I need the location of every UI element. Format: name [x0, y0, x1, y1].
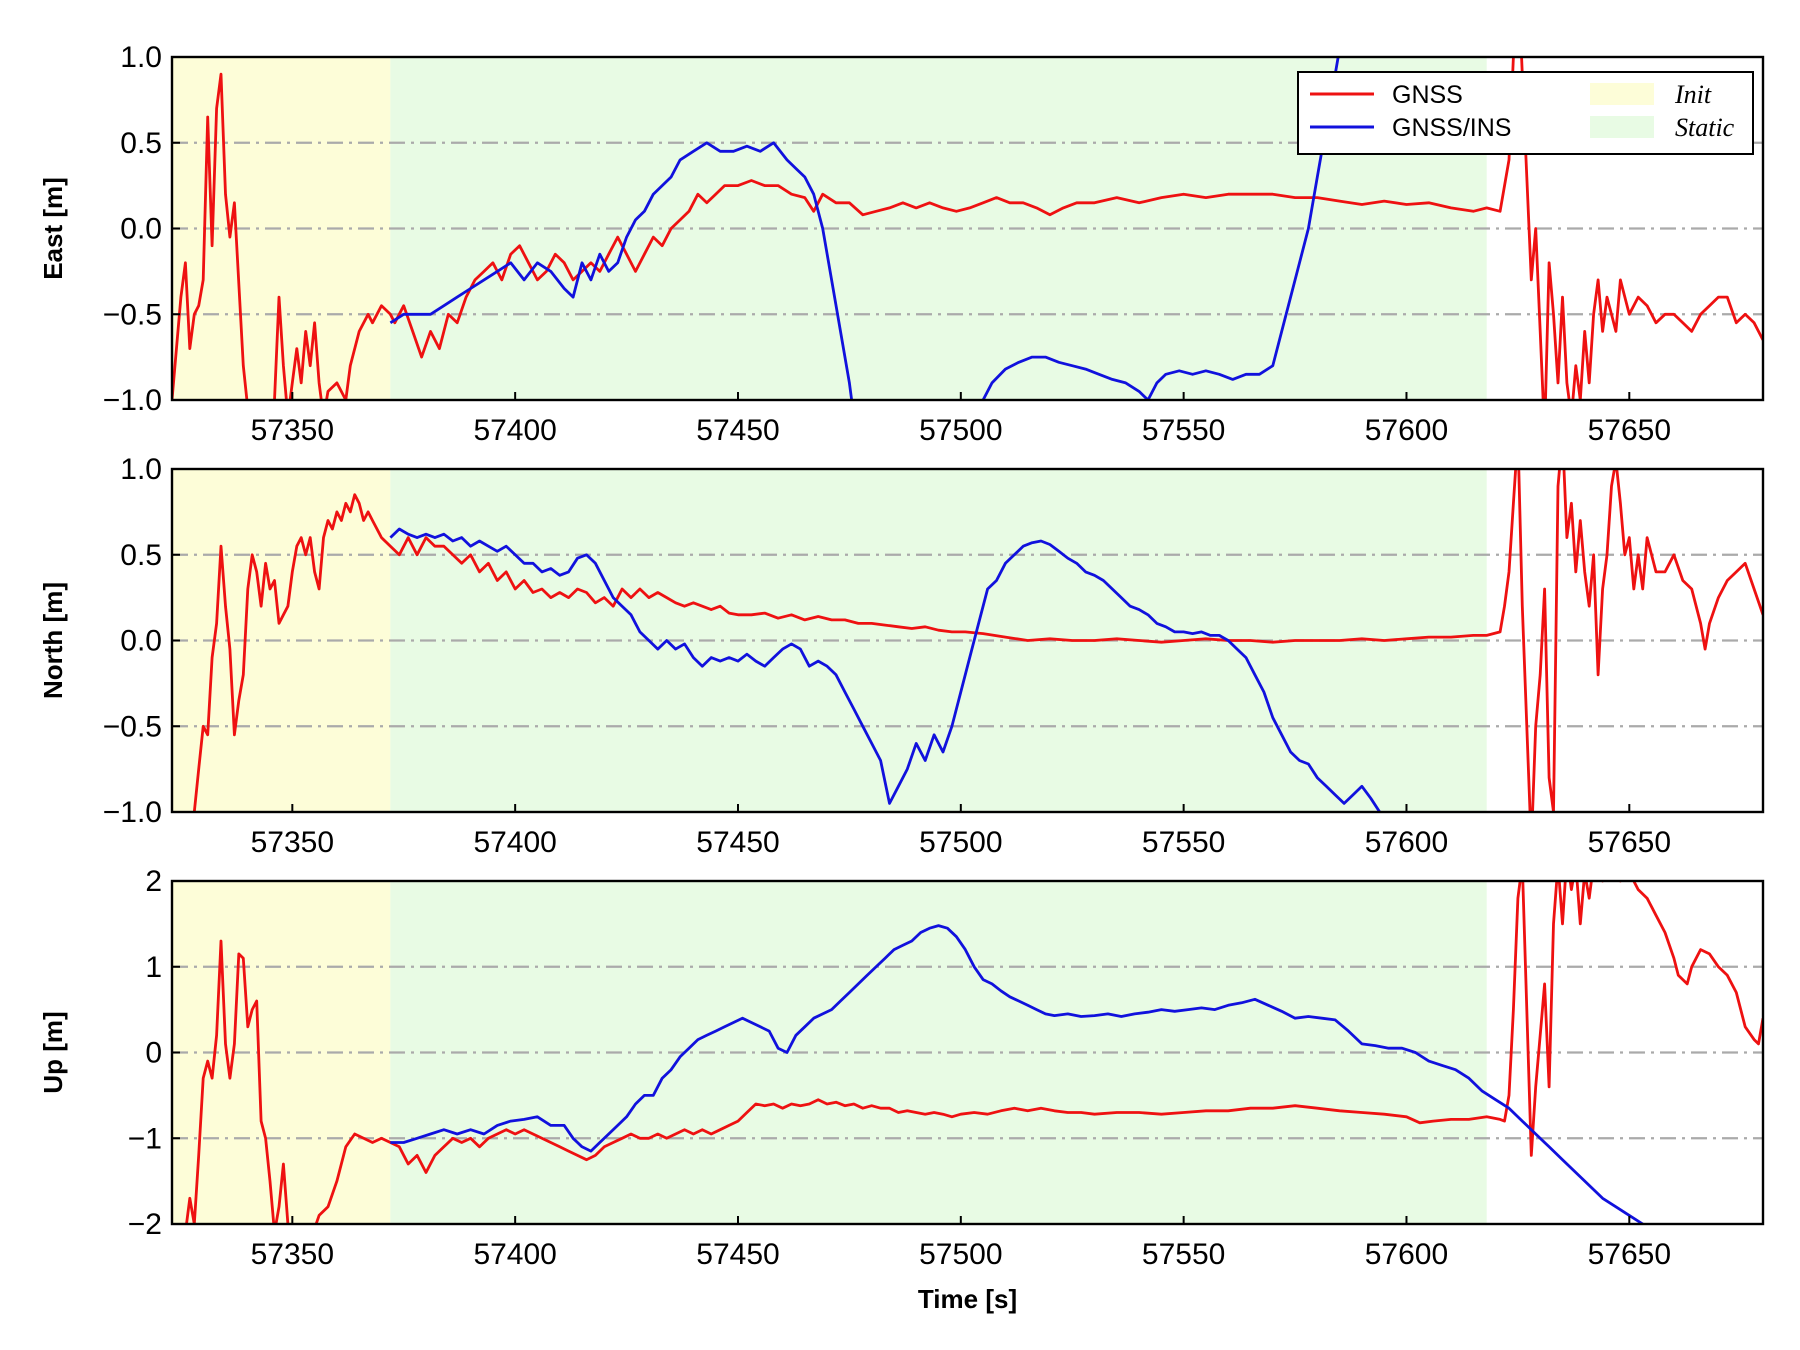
panel-2: −1.0 −0.5 0.0 0.5 1.0 57350 57400 57450 57500 575… [38, 453, 1765, 859]
x-tick-label: 57350 [251, 1238, 334, 1271]
y-tick-label: 0.0 [120, 625, 162, 658]
legend: GNSS GNSS/INS Init Static [1297, 71, 1754, 155]
y-tick-label: 1.0 [120, 453, 162, 486]
y-tick-label: 1 [145, 951, 162, 984]
x-tick-label: 57600 [1365, 1238, 1448, 1271]
series-line-gnss [172, 57, 1763, 400]
x-tick-label: 57450 [696, 1238, 779, 1271]
legend-label-init: Init [1674, 80, 1712, 109]
x-tick-label: 57550 [1142, 1238, 1225, 1271]
legend-swatch-static [1590, 116, 1654, 138]
x-tick-label: 57650 [1588, 414, 1671, 447]
y-axis-label: East [m] [38, 177, 68, 280]
x-tick-label: 57450 [696, 414, 779, 447]
x-tick-label: 57400 [473, 1238, 556, 1271]
legend-label-gnss-ins: GNSS/INS [1392, 114, 1511, 142]
x-tick-label: 57550 [1142, 826, 1225, 859]
x-tick-label: 57350 [251, 414, 334, 447]
series-group [172, 57, 1763, 400]
series-line-gnss [185, 881, 1763, 1224]
x-tick-label: 57400 [473, 414, 556, 447]
x-tick-label: 57650 [1588, 826, 1671, 859]
series-group [185, 881, 1763, 1224]
series-group [192, 469, 1763, 812]
x-tick-label: 57500 [919, 1238, 1002, 1271]
y-axis-label: North [m] [38, 582, 68, 699]
x-tick-label: 57500 [919, 414, 1002, 447]
y-axis-label: Up [m] [38, 1011, 68, 1093]
y-tick-label: −1.0 [103, 796, 162, 829]
legend-swatch-init [1590, 83, 1654, 105]
legend-label-gnss: GNSS [1392, 81, 1463, 109]
legend-label-static: Static [1675, 113, 1735, 142]
x-tick-label: 57600 [1365, 414, 1448, 447]
y-tick-label: −2 [128, 1208, 162, 1241]
x-axis-label: Time [s] [918, 1284, 1017, 1314]
y-tick-label: 0 [145, 1037, 162, 1070]
series-line-gnss-ins [389, 57, 1340, 400]
y-tick-label: 2 [145, 865, 162, 898]
y-tick-label: 0.5 [120, 127, 162, 160]
series-line-gnss-ins [390, 924, 1645, 1224]
legend-box [1297, 71, 1754, 155]
x-tick-label: 57500 [919, 826, 1002, 859]
y-tick-label: −0.5 [103, 710, 162, 743]
y-tick-label: −0.5 [103, 298, 162, 331]
x-tick-label: 57550 [1142, 414, 1225, 447]
y-tick-label: 1.0 [120, 41, 162, 74]
x-tick-label: 57450 [696, 826, 779, 859]
y-tick-label: 0.0 [120, 213, 162, 246]
y-tick-label: 0.5 [120, 539, 162, 572]
series-line-gnss-ins [389, 527, 1381, 812]
x-tick-label: 57400 [473, 826, 556, 859]
y-tick-label: −1 [128, 1122, 162, 1155]
x-tick-label: 57650 [1588, 1238, 1671, 1271]
x-tick-label: 57350 [251, 826, 334, 859]
series-line-gnss [192, 469, 1763, 812]
panel-3: −2 −1 0 1 2 57350 57400 57450 57500 57550 57600 576… [38, 865, 1765, 1271]
y-tick-label: −1.0 [103, 384, 162, 417]
x-tick-label: 57600 [1365, 826, 1448, 859]
